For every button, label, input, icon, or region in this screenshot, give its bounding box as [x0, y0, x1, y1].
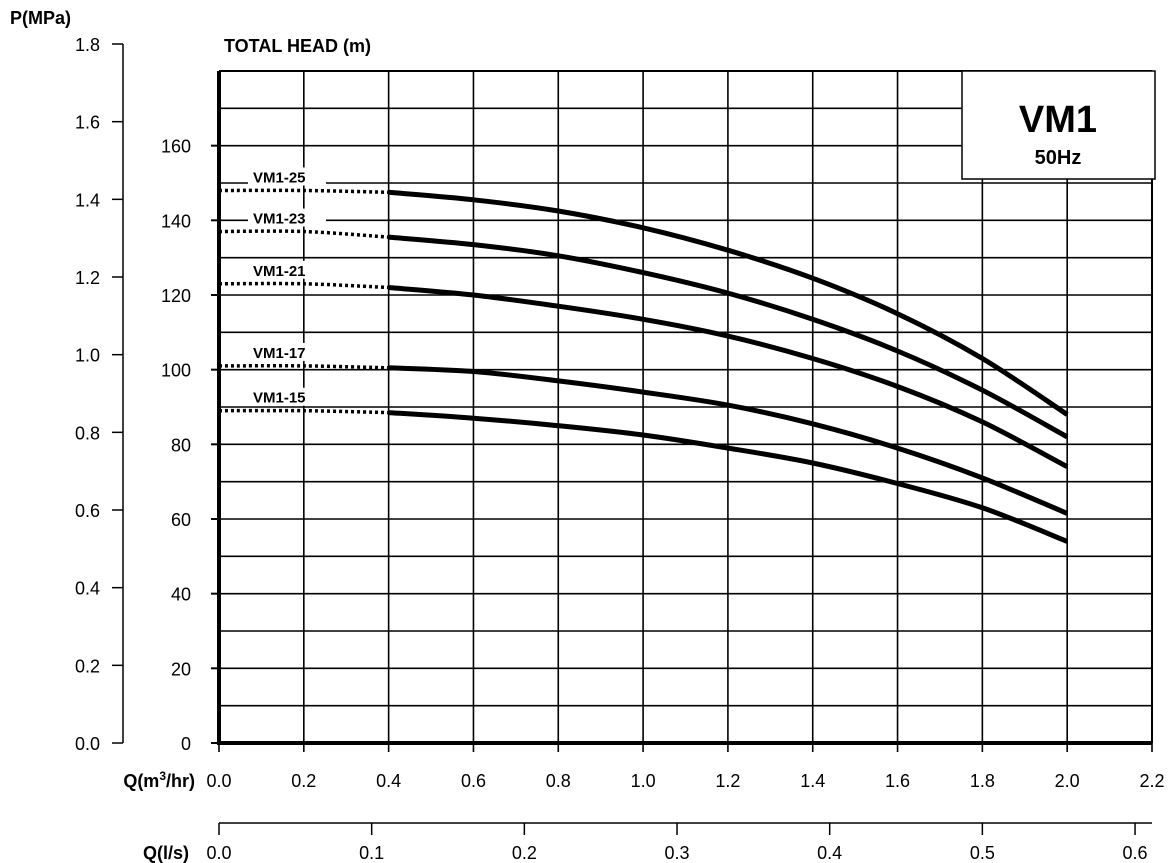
flow-tick-label: 1.0 — [631, 771, 656, 791]
curve-label-vm1-23: VM1-23 — [253, 211, 306, 228]
head-tick-label: 20 — [171, 659, 191, 679]
curve-dashed-vm1-21 — [218, 281, 389, 290]
flow-ls-tick-label: 0.5 — [970, 843, 995, 863]
curve-vm1-21 — [388, 285, 1069, 469]
flow-ls-tick-label: 0.4 — [817, 843, 842, 863]
flow-tick-label: 2.0 — [1055, 771, 1080, 791]
chart-title: VM1 — [1019, 99, 1097, 141]
pressure-tick-label: 0.2 — [75, 656, 100, 676]
curve-label-bg-vm1-25 — [248, 167, 326, 186]
head-tick-label: 80 — [171, 435, 191, 455]
curve-dashed-vm1-25 — [218, 188, 389, 195]
curve-vm1-17 — [388, 365, 1069, 516]
curve-vm1-23 — [388, 234, 1069, 440]
pressure-tick-label: 0.6 — [75, 501, 100, 521]
head-tick-label: 100 — [161, 361, 191, 381]
pressure-axis-title: P(MPa) — [10, 8, 71, 28]
curve-label-vm1-25: VM1-25 — [253, 169, 306, 186]
head-tick-label: 40 — [171, 585, 191, 605]
flow-ls-tick-label: 0.1 — [359, 843, 384, 863]
flow-tick-label: 0.2 — [291, 771, 316, 791]
flow-ls-tick-label: 0.6 — [1123, 843, 1148, 863]
flow-ls-tick-label: 0.3 — [665, 843, 690, 863]
chart-subtitle: 50Hz — [1035, 147, 1082, 169]
pressure-tick-label: 0.8 — [75, 423, 100, 443]
flow-tick-label: 0.0 — [206, 771, 231, 791]
head-tick-label: 160 — [161, 137, 191, 157]
curve-label-bg-vm1-21 — [248, 260, 326, 279]
flow-ls-axis-title: Q(l/s) — [143, 843, 189, 863]
pressure-tick-label: 1.2 — [75, 268, 100, 288]
curve-label-bg-vm1-15 — [248, 387, 326, 406]
flow-axis-title-rest: /hr) — [166, 771, 195, 791]
curve-label-vm1-15: VM1-15 — [253, 390, 306, 407]
curve-label-vm1-17: VM1-17 — [253, 345, 306, 362]
head-tick-label: 60 — [171, 510, 191, 530]
flow-tick-label: 1.2 — [715, 771, 740, 791]
flow-ls-tick-label: 0.2 — [512, 843, 537, 863]
curve-vm1-15 — [388, 410, 1069, 544]
flow-tick-label: 1.8 — [970, 771, 995, 791]
pressure-tick-label: 1.6 — [75, 113, 100, 133]
pressure-tick-label: 1.0 — [75, 346, 100, 366]
curve-dashed-vm1-23 — [218, 229, 389, 239]
pressure-tick-label: 1.4 — [75, 190, 100, 210]
head-axis: TOTAL HEAD (m) 0 20 40 60 80 100 120 140 160 — [161, 36, 371, 754]
title-box-frame — [961, 70, 1156, 180]
curve-label-vm1-21: VM1-21 — [253, 263, 306, 280]
flow-axis: Q(m3/hr) 0.0 0.2 0.4 0.6 0.8 1.0 1.2 1.4 1.6 1.8 2… — [123, 743, 1165, 791]
flow-tick-label: 1.4 — [800, 771, 825, 791]
flow-tick-label: 0.4 — [376, 771, 401, 791]
curve-dashed-vm1-17 — [218, 364, 389, 370]
pressure-axis: P(MPa) 0.0 0.2 0.4 0.6 0.8 1.0 1.2 1.4 1.6 1.8 — [10, 8, 124, 754]
curve-label-bg-vm1-23 — [248, 208, 326, 227]
flow-tick-label: 0.6 — [461, 771, 486, 791]
curves — [218, 188, 1069, 544]
flow-tick-label: 2.2 — [1139, 771, 1164, 791]
flow-ls-tick-label: 0.0 — [206, 843, 231, 863]
flow-axis-title: Q(m3/hr) — [123, 769, 195, 791]
curve-label-bg-vm1-17 — [248, 342, 326, 361]
curve-vm1-25 — [388, 189, 1069, 417]
head-tick-label: 120 — [161, 286, 191, 306]
head-tick-label: 0 — [181, 734, 191, 754]
flow-tick-label: 0.8 — [546, 771, 571, 791]
flow-ls-axis: Q(l/s) 0.0 0.1 0.2 0.3 0.4 0.5 0.6 — [143, 822, 1152, 863]
head-tick-label: 140 — [161, 211, 191, 231]
pressure-tick-label: 0.4 — [75, 579, 100, 599]
pressure-tick-label: 0.0 — [75, 734, 100, 754]
curve-labels: VM1-25 VM1-23 VM1-21 VM1-17 VM1-15 — [248, 167, 326, 407]
title-box: VM1 50Hz — [961, 70, 1156, 180]
head-axis-title: TOTAL HEAD (m) — [224, 36, 371, 56]
pressure-tick-label: 1.8 — [75, 35, 100, 55]
flow-tick-label: 1.6 — [885, 771, 910, 791]
curve-dashed-vm1-15 — [218, 408, 389, 415]
flow-axis-title-superscript: 3 — [159, 769, 166, 783]
